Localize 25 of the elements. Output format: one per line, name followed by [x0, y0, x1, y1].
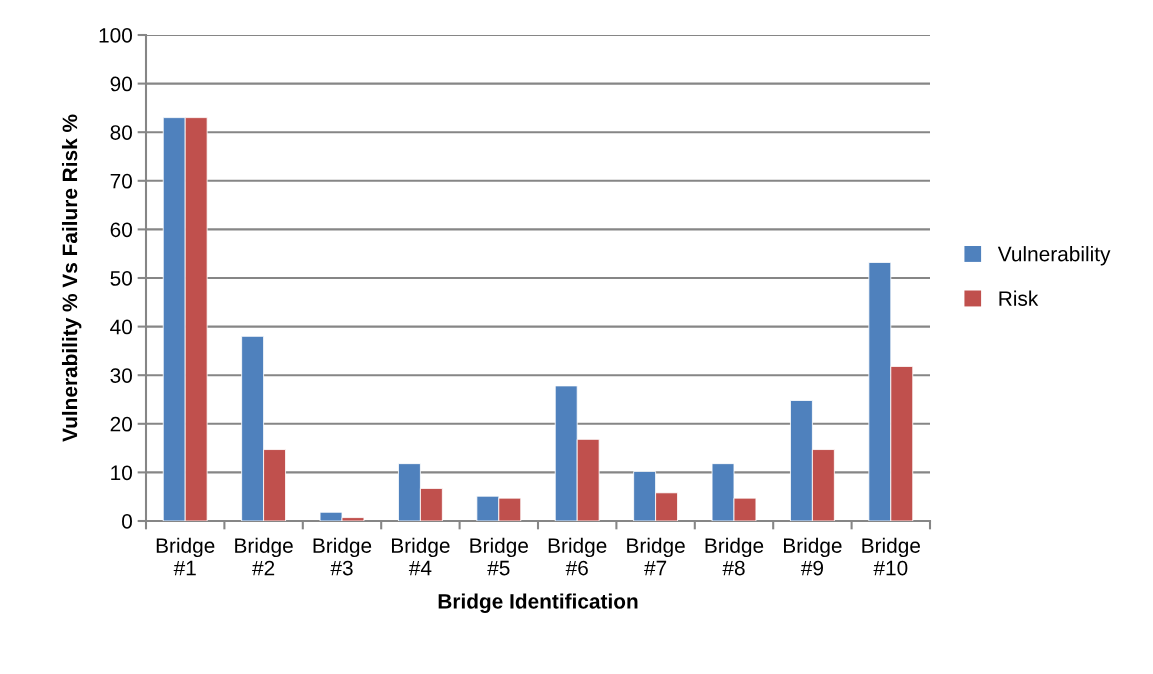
x-tick-label: Bridge #5 — [470, 537, 528, 576]
x-tick-label: Bridge #2 — [235, 537, 293, 576]
x-tick-label: Bridge #1 — [156, 537, 215, 576]
x-axis-title: Bridge Identification — [438, 593, 638, 613]
y-tick-label: 40 — [110, 319, 132, 335]
x-tick-label: Bridge #8 — [705, 537, 764, 576]
x-tick-label: Bridge #3 — [313, 537, 372, 576]
y-tick-label: 90 — [110, 76, 132, 92]
y-tick-label: 0 — [122, 514, 132, 529]
x-tick-label: Bridge #9 — [784, 537, 842, 576]
y-tick-label: 80 — [110, 125, 132, 140]
y-tick-label: 30 — [110, 368, 132, 383]
legend-label: Vulnerability — [997, 246, 1111, 266]
x-tick-label: Bridge #4 — [392, 537, 450, 576]
x-tick-label: Bridge #7 — [627, 537, 685, 576]
y-tick-label: 50 — [110, 271, 132, 286]
legend-label: Risk — [999, 290, 1039, 306]
y-axis-title: Vulnerability % Vs Failure Risk % — [61, 114, 82, 442]
y-tick-label: 60 — [110, 222, 132, 238]
y-tick-label: 100 — [99, 28, 132, 43]
y-tick-label: 70 — [110, 173, 132, 189]
y-tick-label: 10 — [111, 465, 132, 481]
y-tick-label: 20 — [110, 416, 132, 432]
x-tick-label: Bridge #10 — [862, 537, 920, 576]
x-tick-label: Bridge #6 — [548, 537, 607, 576]
